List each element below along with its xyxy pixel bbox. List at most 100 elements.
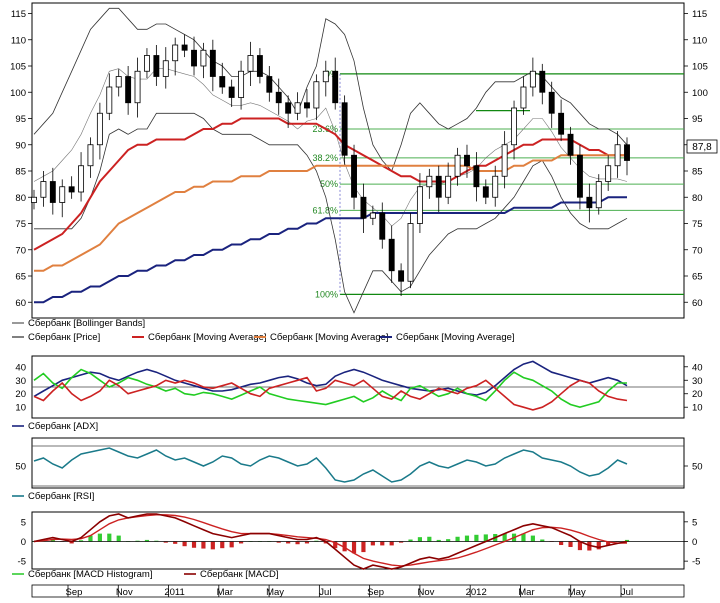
- macd-histogram-bar: [464, 535, 470, 542]
- candle-up: [416, 186, 423, 224]
- macd-histogram-bar: [408, 539, 413, 542]
- candle-up: [426, 175, 433, 188]
- price-plot-area[interactable]: [31, 2, 685, 319]
- price-tick-label-left: 85: [15, 167, 26, 178]
- macd-plot-area[interactable]: [31, 511, 685, 570]
- macd-histogram-bar: [333, 541, 338, 549]
- candle-down: [482, 186, 489, 198]
- candle-down: [49, 181, 56, 203]
- candle-down: [398, 270, 405, 282]
- macd-histogram-bar: [173, 541, 178, 544]
- macd-histogram-bar: [163, 541, 168, 543]
- price-y-axis-left: 60 65 70 75 80 85 90 95 100 105 110 115: [10, 9, 32, 309]
- price-tick-label-right: 75: [692, 219, 703, 230]
- price-legend-label: Сбербанк [Moving Average]: [270, 332, 389, 343]
- time-axis-label: Sep: [367, 587, 384, 598]
- adx-tick-label-left: 30: [15, 376, 26, 387]
- macd-y-axis: 5 5 0 0 -5 -5: [18, 517, 701, 567]
- candle-up: [87, 144, 94, 167]
- macd-histogram-bar: [530, 535, 535, 542]
- adx-series-line-3: [33, 376, 628, 411]
- rsi-line: [32, 445, 684, 487]
- adx-tick-label-right: 40: [692, 362, 703, 373]
- adx-tick-label-left: 40: [15, 362, 26, 373]
- price-tick-label-right: 80: [692, 193, 703, 204]
- macd-histogram-bar: [201, 541, 206, 549]
- candle-down: [558, 112, 565, 135]
- macd-histogram-bar: [483, 534, 488, 542]
- macd-histogram-bar: [380, 541, 385, 546]
- adx-y-axis: 10 10 20 20 30 30 40 40: [15, 362, 702, 413]
- price-tick-label-left: 105: [10, 62, 26, 73]
- price-legend-label: Сбербанк [Moving Average]: [396, 332, 515, 343]
- candle-down: [539, 70, 546, 93]
- candle-down: [304, 102, 310, 109]
- candle-down: [153, 55, 160, 77]
- macd-histogram-bar: [50, 539, 55, 542]
- price-tick-label-right: 85: [692, 167, 703, 178]
- macd-tick-label-right: 5: [692, 517, 697, 528]
- fib-level-label: 38.2%: [312, 153, 338, 163]
- candle-down: [586, 196, 593, 209]
- candle-up: [40, 181, 47, 198]
- rsi-panel: 50 50: [15, 437, 703, 489]
- bollinger-middle-line: [33, 68, 628, 227]
- price-tick-label-right: 65: [692, 272, 703, 283]
- candle-up: [501, 144, 508, 177]
- rsi-y-axis: 50 50: [15, 462, 702, 473]
- price-tick-label-right: 70: [692, 245, 703, 256]
- candle-up: [134, 70, 141, 104]
- time-axis-label: May: [568, 587, 586, 598]
- last-price-badge: 87,8: [686, 139, 718, 154]
- candle-up: [106, 86, 113, 114]
- moving-average-line-1: [33, 117, 627, 251]
- candle-up: [78, 165, 85, 193]
- macd-tick-label-left: 0: [21, 537, 26, 548]
- candle-up: [31, 196, 37, 203]
- time-axis-label: Nov: [417, 587, 434, 598]
- macd-histogram-bar: [417, 537, 423, 542]
- candle-up: [445, 175, 452, 198]
- macd-histogram-bar: [78, 540, 84, 542]
- adx-series-line-1: [33, 360, 628, 398]
- macd-histogram-bar: [144, 539, 150, 542]
- candle-down: [228, 86, 235, 98]
- candle-up: [369, 212, 376, 219]
- macd-histogram-bar: [427, 536, 432, 542]
- candle-up: [294, 102, 301, 114]
- time-axis-label: Jul: [621, 587, 633, 598]
- macd-histogram-bar: [361, 541, 366, 553]
- fib-level-label: 100%: [315, 289, 338, 299]
- time-axis-labels: Sep Nov 2011 Mar May Jul Sep Nov 2012 Mar May Jul: [66, 585, 633, 598]
- candle-down: [125, 76, 132, 104]
- candle-down: [266, 76, 273, 93]
- rsi-tick-label-right: 50: [692, 462, 703, 473]
- macd-histogram-bar: [342, 541, 347, 552]
- macd-histogram-bar: [220, 541, 225, 549]
- candle-down: [256, 55, 263, 77]
- candle-down: [68, 186, 75, 193]
- candle-up: [115, 76, 122, 88]
- macd-histogram-bar: [229, 541, 234, 548]
- adx-panel: 10 10 20 20 30 30 40 40: [15, 355, 703, 419]
- price-tick-label-right: 95: [692, 114, 703, 125]
- fib-level-label: 0%: [325, 69, 338, 79]
- rsi-plot-area[interactable]: [31, 437, 685, 489]
- macd-panel: 5 5 0 0 -5 -5: [18, 511, 701, 570]
- macd-histogram-bar: [474, 534, 479, 542]
- candle-up: [172, 44, 179, 62]
- macd-histogram-bar: [295, 541, 300, 545]
- candle-down: [567, 133, 574, 156]
- rsi-legend-label: Сбербанк [RSI]: [28, 491, 94, 502]
- macd-histogram-bar: [88, 535, 93, 542]
- macd-histogram-bar: [521, 533, 526, 542]
- adx-tick-label-right: 20: [692, 389, 703, 400]
- candle-up: [162, 60, 169, 77]
- adx-tick-label-left: 10: [15, 403, 26, 414]
- adx-tick-label-right: 10: [692, 403, 703, 414]
- macd-histogram-bar: [559, 541, 564, 546]
- candle-down: [209, 49, 216, 77]
- price-legend-label: Сбербанк [Bollinger Bands]: [28, 318, 145, 329]
- price-tick-label-right: 60: [692, 298, 703, 309]
